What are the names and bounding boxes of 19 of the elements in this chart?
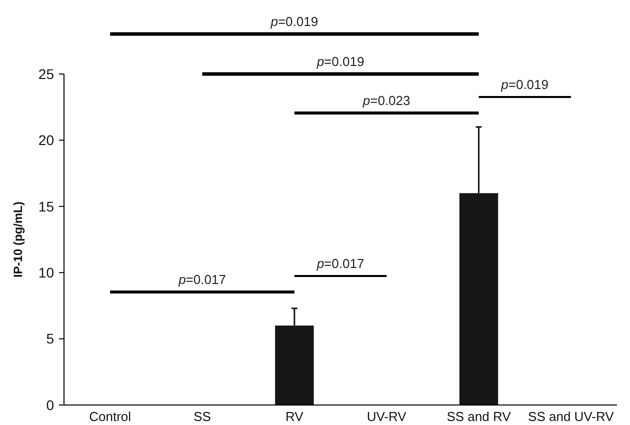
y-tick-label: 15 [38, 198, 54, 214]
y-tick-label: 20 [38, 132, 54, 148]
x-tick-label: RV [286, 409, 304, 424]
y-axis-title: IP-10 (pg/mL) [11, 201, 25, 278]
annotation: p=0.017 [316, 256, 364, 271]
x-tick-label: SS [194, 409, 212, 424]
annotation: p=0.017 [178, 272, 226, 287]
y-tick-label: 0 [46, 396, 54, 413]
x-tick-label: Control [89, 409, 132, 424]
annotation: p=0.023 [362, 93, 410, 108]
annotation: p=0.019 [500, 77, 549, 92]
y-tick-label: 25 [38, 66, 54, 82]
y-tick-label: 10 [38, 264, 54, 280]
x-tick-label: UV-RV [366, 409, 407, 424]
text: p=0.019 [270, 14, 318, 29]
text: p=0.019 [316, 54, 364, 69]
y-tick-label: 5 [46, 330, 54, 347]
x-tick-label: SS and UV-RV [528, 409, 614, 424]
x-tick-label: SS and RV [446, 409, 512, 424]
